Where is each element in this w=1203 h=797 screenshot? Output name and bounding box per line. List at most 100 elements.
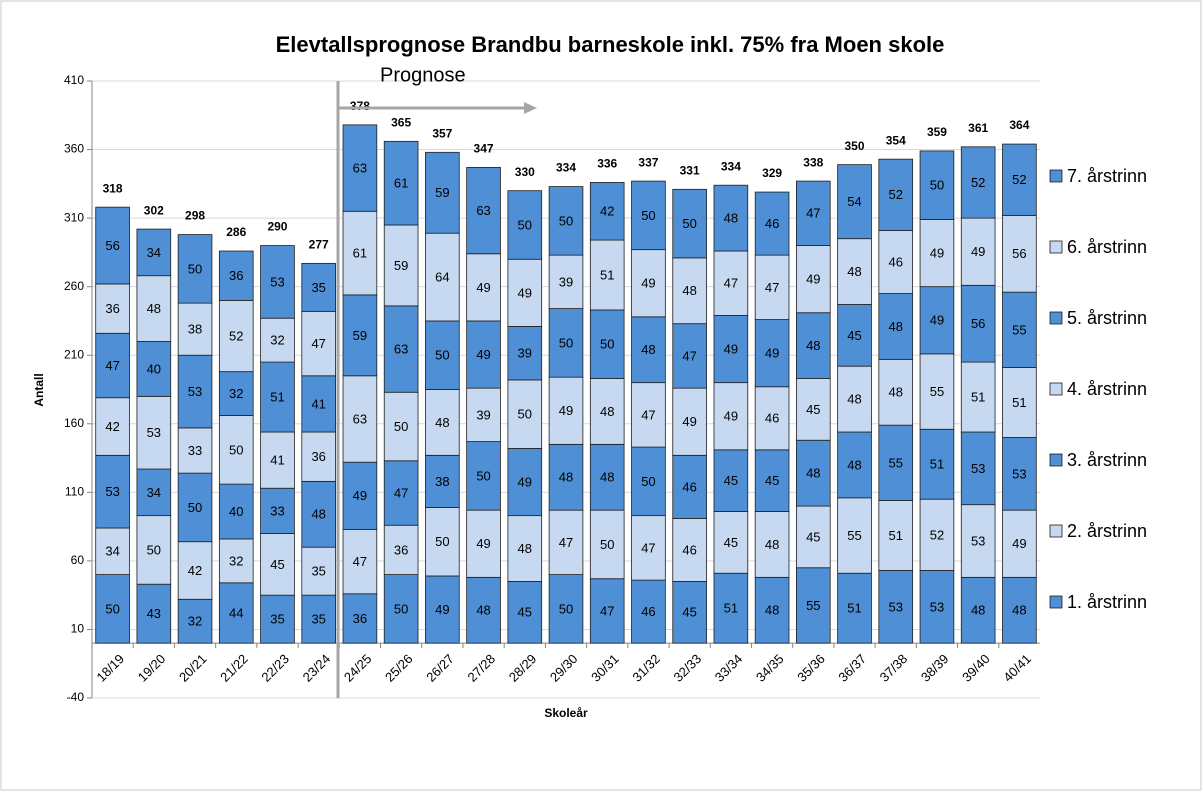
y-tick-label: 110 xyxy=(65,485,84,499)
bar-segment xyxy=(260,533,295,596)
value-label: 51 xyxy=(847,601,861,616)
legend-swatch xyxy=(1049,240,1063,254)
value-label: 48 xyxy=(806,466,820,481)
bar-segment xyxy=(960,431,996,506)
value-label: 47 xyxy=(682,348,696,363)
value-label: 48 xyxy=(765,603,779,618)
value-label: 42 xyxy=(600,204,614,219)
bar-segment xyxy=(383,140,419,226)
value-label: 41 xyxy=(270,453,284,468)
value-label: 51 xyxy=(724,601,738,616)
value-label: 50 xyxy=(682,216,696,231)
value-label: 49 xyxy=(1012,536,1026,551)
bar-segment xyxy=(672,454,707,519)
bar-segment xyxy=(218,483,254,540)
bar-segment xyxy=(631,515,666,581)
value-label: 52 xyxy=(889,187,903,202)
total-label: 290 xyxy=(267,220,287,234)
bar-segment xyxy=(136,228,172,277)
bar-segment xyxy=(589,239,625,311)
bar-segment xyxy=(548,509,584,575)
value-label: 48 xyxy=(847,392,861,407)
value-label: 47 xyxy=(353,554,367,569)
value-label: 49 xyxy=(518,474,532,489)
value-label: 50 xyxy=(188,261,202,276)
bar-segment xyxy=(919,498,955,571)
bar-segment xyxy=(589,309,625,379)
value-label: 32 xyxy=(229,553,243,568)
total-label: 277 xyxy=(309,238,329,252)
value-label: 49 xyxy=(971,244,985,259)
bar-segment xyxy=(960,504,996,578)
bar-segment xyxy=(878,293,914,360)
legend-swatch xyxy=(1049,382,1063,396)
bar-segment xyxy=(425,151,460,234)
value-label: 39 xyxy=(476,407,490,422)
value-label: 50 xyxy=(559,213,573,228)
value-label: 50 xyxy=(435,534,449,549)
bar-segment xyxy=(754,576,790,644)
annotation: Prognose xyxy=(380,64,466,86)
value-label: 55 xyxy=(889,455,903,470)
total-label: 337 xyxy=(638,155,658,169)
value-label: 40 xyxy=(229,504,243,519)
bar-segment xyxy=(136,468,172,517)
value-label: 51 xyxy=(1012,395,1026,410)
bar-segment xyxy=(1002,291,1037,368)
value-label: 50 xyxy=(930,178,944,193)
bar-segment xyxy=(754,386,790,451)
value-label: 48 xyxy=(847,457,861,472)
value-label: 44 xyxy=(229,605,243,620)
value-label: 39 xyxy=(559,274,573,289)
value-label: 55 xyxy=(1012,322,1026,337)
value-label: 35 xyxy=(311,612,325,627)
value-label: 49 xyxy=(518,285,532,300)
value-label: 50 xyxy=(229,442,243,457)
bar-segment xyxy=(260,245,295,319)
value-label: 46 xyxy=(682,542,696,557)
value-label: 34 xyxy=(147,485,161,500)
bar-segment xyxy=(796,312,831,379)
bar-segment xyxy=(301,546,336,596)
bar-segment xyxy=(796,505,831,569)
value-label: 48 xyxy=(518,541,532,556)
value-label: 34 xyxy=(147,245,161,260)
bar-segment xyxy=(301,431,336,482)
bar-segment xyxy=(136,583,172,644)
value-label: 36 xyxy=(105,301,119,316)
value-label: 35 xyxy=(270,612,284,627)
value-label: 54 xyxy=(847,194,861,209)
value-label: 48 xyxy=(889,319,903,334)
value-label: 48 xyxy=(971,603,985,618)
value-label: 46 xyxy=(765,216,779,231)
bar-segment xyxy=(713,250,749,316)
value-label: 45 xyxy=(682,605,696,620)
bar-segment xyxy=(95,332,130,399)
bar-segment xyxy=(589,509,625,580)
value-label: 49 xyxy=(476,280,490,295)
bar-segment xyxy=(425,507,460,577)
value-label: 36 xyxy=(311,449,325,464)
total-label: 318 xyxy=(103,181,123,195)
bar-segment xyxy=(425,454,460,508)
value-label: 32 xyxy=(270,333,284,348)
bar-segment xyxy=(342,461,378,530)
y-tick-label: -40 xyxy=(67,690,85,704)
value-label: 56 xyxy=(1012,246,1026,261)
value-label: 63 xyxy=(353,161,367,176)
bar-segment xyxy=(260,594,295,644)
bar-segment xyxy=(1002,214,1037,293)
value-label: 53 xyxy=(971,461,985,476)
bar-segment xyxy=(548,254,584,310)
bar-segment xyxy=(754,319,790,388)
bar-segment xyxy=(466,509,501,578)
value-label: 45 xyxy=(806,529,820,544)
bar-segment xyxy=(919,286,955,355)
value-label: 48 xyxy=(889,385,903,400)
value-label: 53 xyxy=(930,599,944,614)
value-label: 48 xyxy=(1012,603,1026,618)
value-label: 48 xyxy=(724,211,738,226)
value-label: 50 xyxy=(394,419,408,434)
value-label: 53 xyxy=(971,533,985,548)
value-label: 45 xyxy=(806,402,820,417)
